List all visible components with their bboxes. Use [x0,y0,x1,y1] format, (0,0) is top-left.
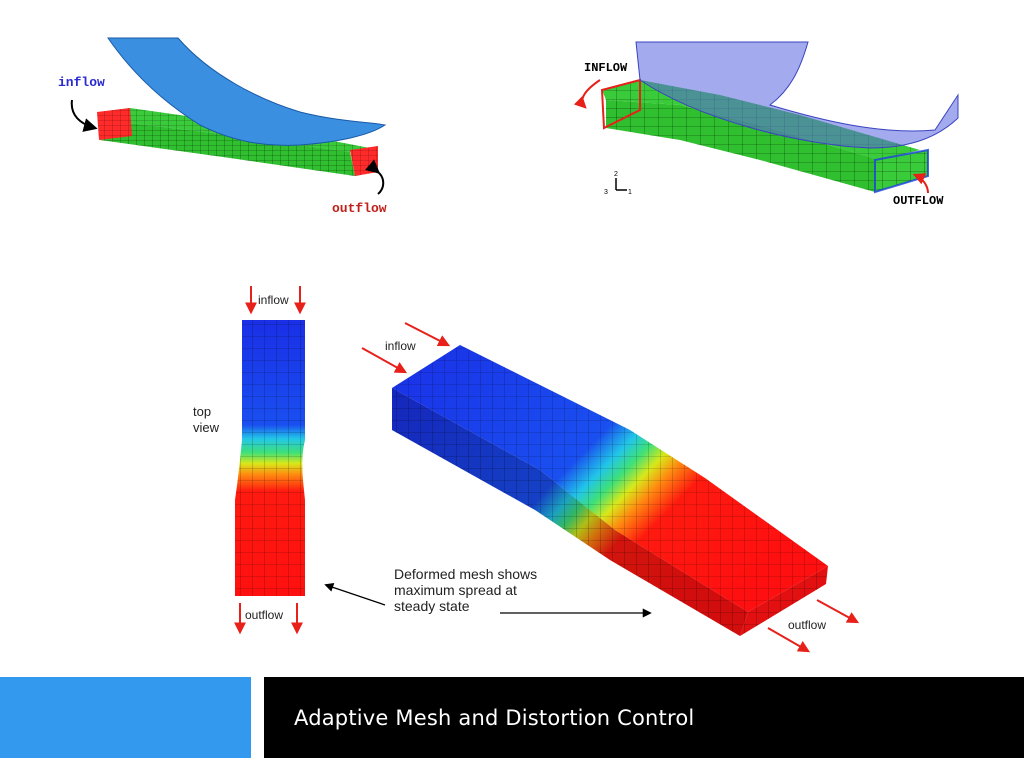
iso-inflow-label: inflow [385,339,416,353]
top-view-inflow-label: inflow [258,293,289,307]
roller-surface [107,37,387,146]
slide-title: Adaptive Mesh and Distortion Control [294,706,695,730]
caption-line-2: maximum spread at [394,582,517,598]
outflow-label: OUTFLOW [893,194,944,208]
caption-line-3: steady state [394,598,470,614]
footer-title-bar [264,677,1024,758]
top-view-outflow-label: outflow [245,608,284,622]
inflow-label: inflow [58,75,105,90]
svg-text:1: 1 [628,189,632,196]
iso-outflow-label: outflow [788,618,827,632]
caption-line-1: Deformed mesh shows [394,566,538,582]
roller-surface [635,41,959,149]
inflow-label: INFLOW [584,61,628,75]
top-view-label-line-2: view [193,420,220,435]
figure-1-mesh-diagram [70,37,387,195]
caption: Deformed mesh shows maximum spread at st… [394,566,537,614]
footer-accent-block [0,677,251,758]
isometric-deformed-mesh [324,322,860,653]
top-view-label: top view [193,404,219,436]
svg-text:2: 2 [614,171,618,178]
axes-triad-icon: 3 1 2 [604,171,632,196]
figure-2-mesh-diagram: 3 1 2 [573,41,959,196]
outflow-label: outflow [332,201,387,216]
top-view-strip [234,286,306,635]
svg-text:3: 3 [604,189,608,196]
top-view-label-line-1: top [193,404,212,419]
